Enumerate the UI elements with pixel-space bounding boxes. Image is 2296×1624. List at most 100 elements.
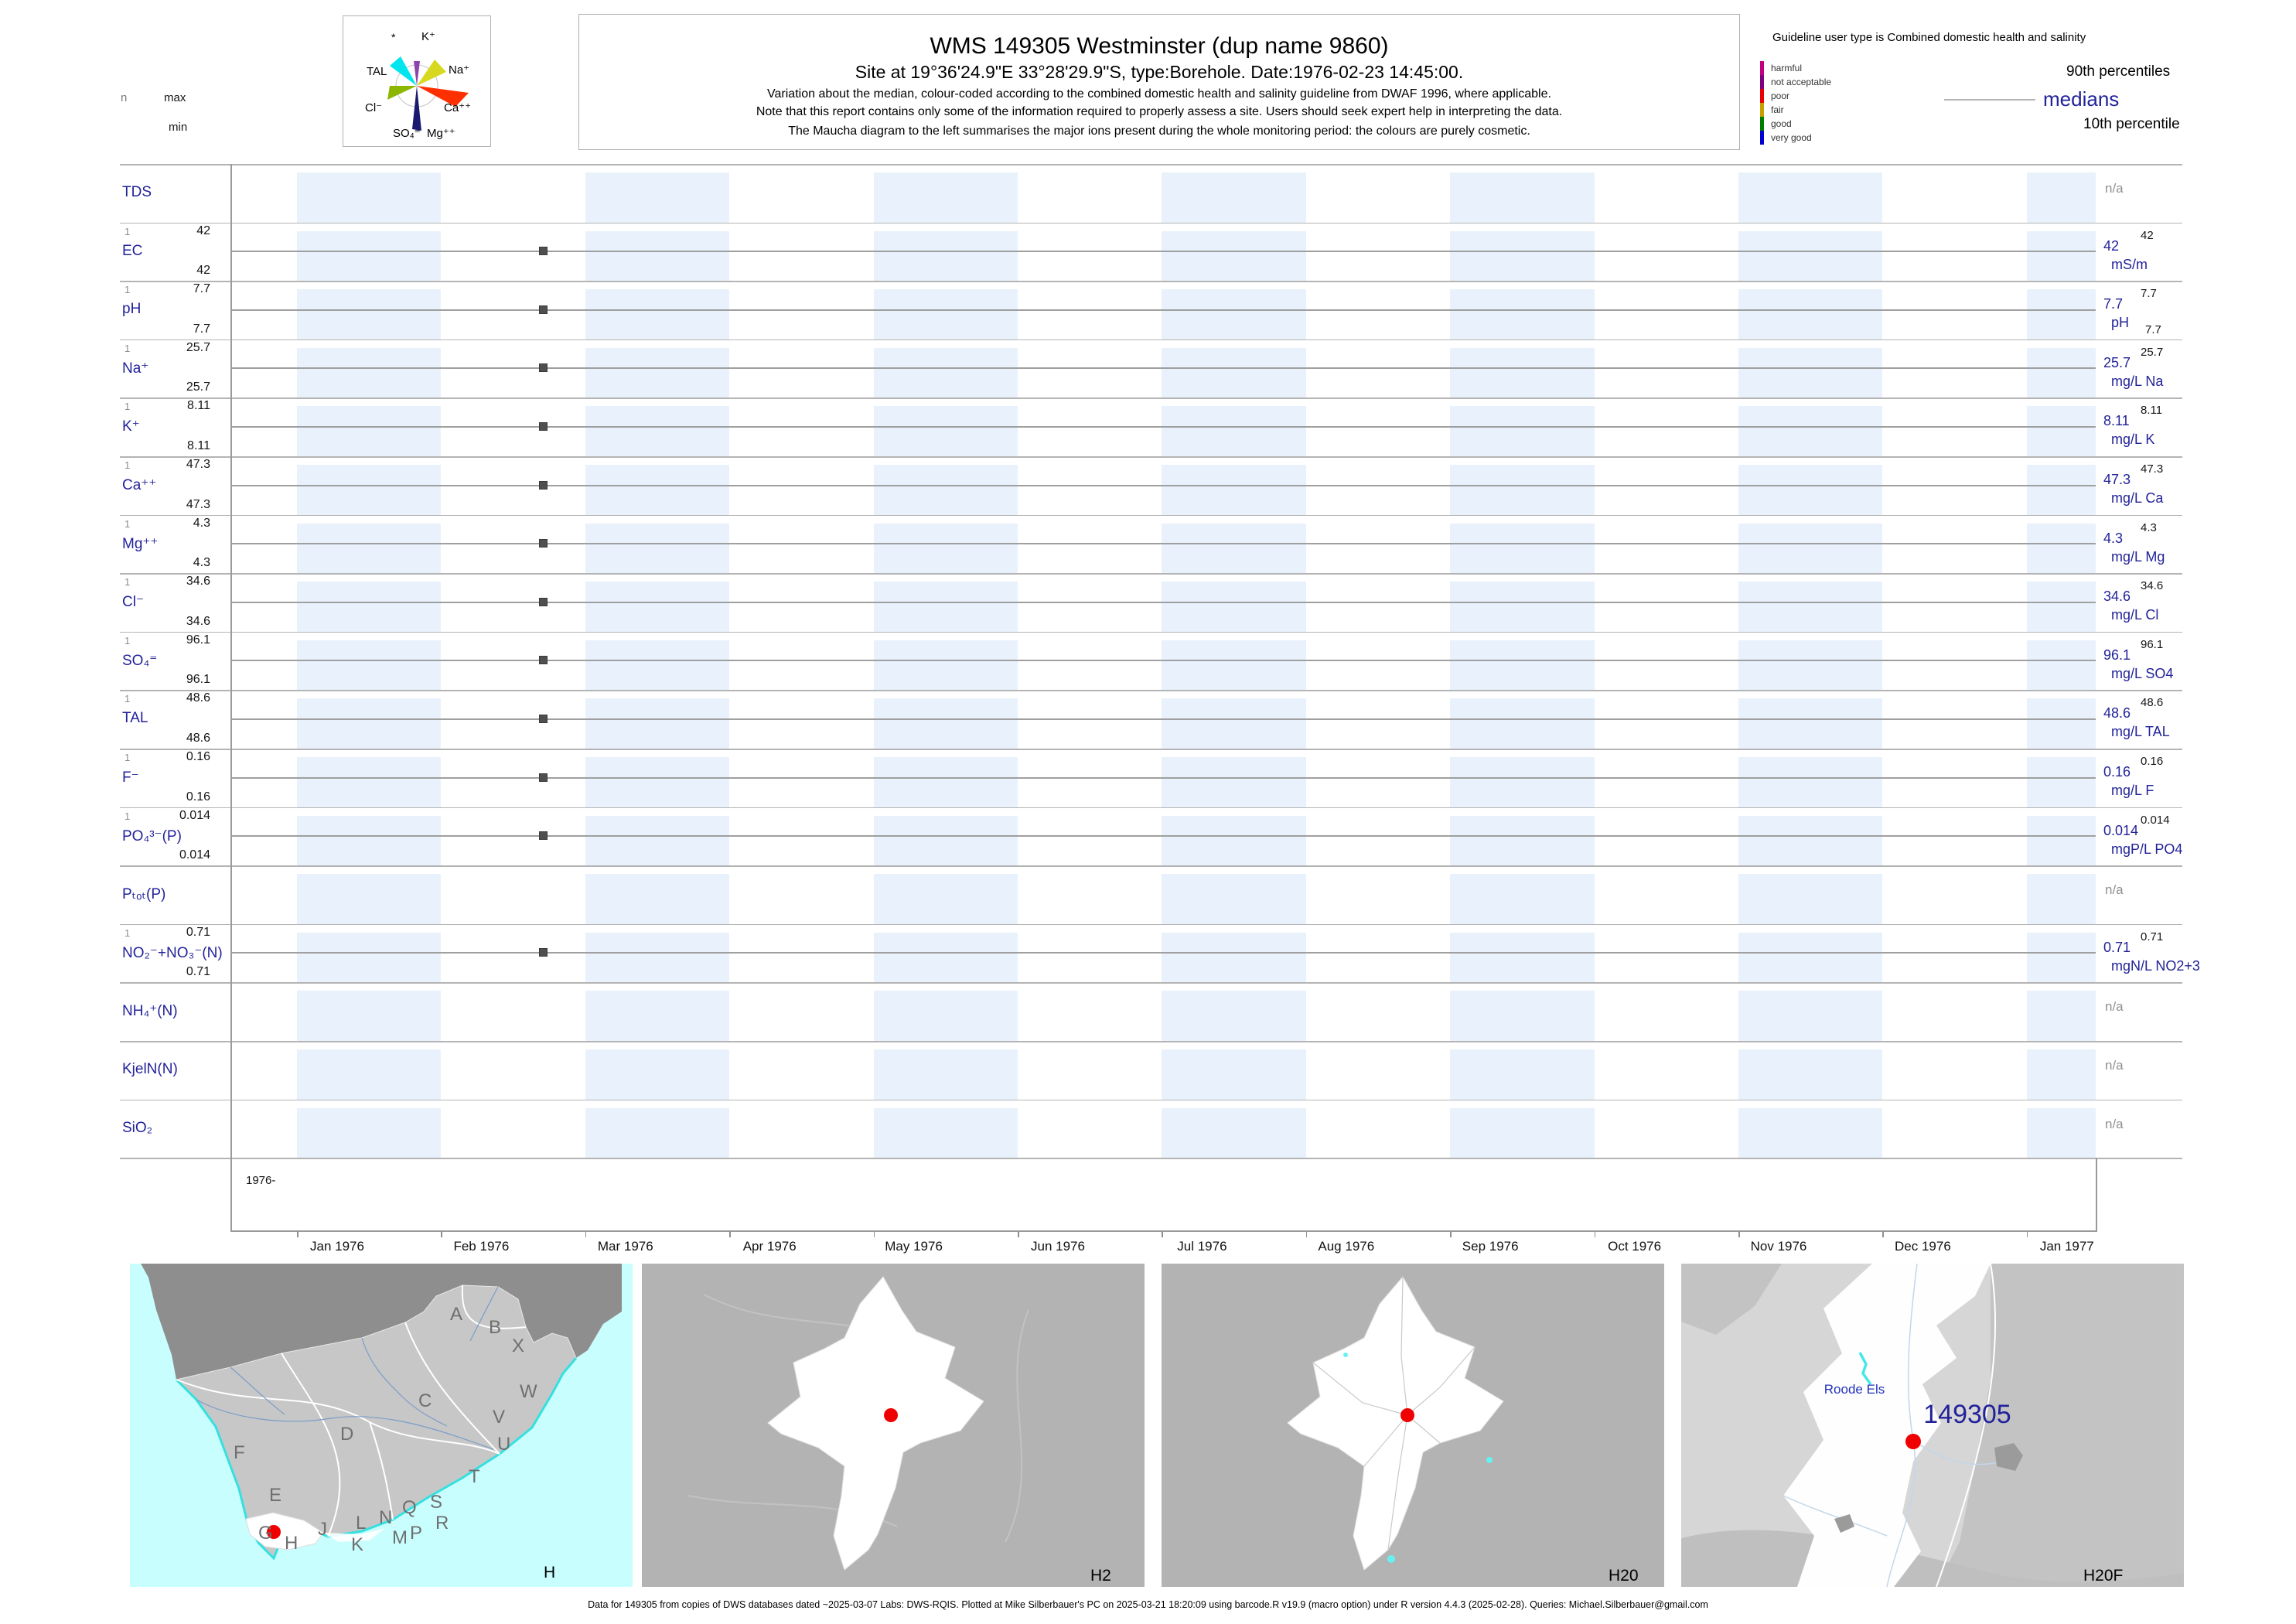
month-band [1450,347,1595,398]
row-stats: 8.11 8.11 mg/L K [2100,397,2263,456]
site-location-dot [884,1408,898,1422]
month-band [297,172,442,223]
month-band [2026,698,2096,749]
maucha-label-na: Na⁺ [449,63,469,77]
maucha-label-cl: Cl⁻ [365,101,382,114]
row-stats: n/a [2100,1100,2263,1158]
median-value: 47.3 [2103,472,2131,487]
row-separator [120,1099,2182,1101]
row-separator [120,514,2182,517]
row-stats: n/a [2100,865,2263,924]
month-label: Nov 1976 [1750,1239,1807,1254]
axis-tick [873,1231,875,1237]
max-value: 25.7 [186,340,210,354]
month-band [297,874,442,924]
month-band [585,289,730,339]
min-value: 34.6 [186,614,210,628]
p90-value: 0.71 [2141,930,2164,943]
drainage-region-letter: M [392,1527,408,1548]
row-separator [120,456,2182,458]
h20f-map: Roode Els 149305 H20F [1681,1263,2184,1588]
param-label-block: 1 96.1 96.1 SO₄⁼ [120,632,230,691]
header-note-2: Note that this report contains only some… [756,105,1563,118]
p90-legend-label: 90th percentiles [2066,63,2171,80]
param-row: 1 0.16 0.16 F⁻ 0.16 0.16 mg/L F [0,749,2296,807]
month-band [1450,1049,1595,1100]
median-line [232,660,2096,662]
row-stats: 0.16 0.16 mg/L F [2100,749,2263,807]
month-band [873,172,1018,223]
month-band [1450,874,1595,924]
month-band [585,757,730,807]
guideline-class-label: fair [1771,104,1784,115]
max-value: 8.11 [187,399,210,413]
month-band [297,757,442,807]
na-label: n/a [2105,1116,2124,1131]
month-band [1162,991,1306,1041]
param-label-block: 1 34.6 34.6 Cl⁻ [120,573,230,632]
sample-count: 1 [125,517,131,530]
param-row: 1 42 42 EC 42 42 mS/m [0,223,2296,281]
maucha-petal-so4 [412,86,421,131]
month-band [2026,347,2096,398]
adjacent-catchment [1936,1264,2184,1587]
min-value: 25.7 [186,380,210,394]
axis-tick [1018,1231,1019,1237]
na-label: n/a [2105,882,2124,898]
month-band [297,640,442,691]
catchment-boundary [369,1421,394,1520]
max-column-label: max [164,91,186,104]
highlighted-region-h [245,1512,324,1551]
month-band [1162,172,1306,223]
axis-tick [1162,1231,1163,1237]
month-band [1450,640,1595,691]
month-band [873,874,1018,924]
month-band [1450,815,1595,866]
min-value: 4.3 [193,556,210,570]
month-band [297,347,442,398]
sample-count: 1 [125,342,131,354]
max-value: 7.7 [193,282,210,296]
month-band [585,698,730,749]
param-name: NO₂⁻+NO₃⁻(N) [122,944,223,961]
axis-tick [585,1231,587,1237]
param-label-block: 1 48.6 48.6 TAL [120,690,230,749]
month-band [1450,1107,1595,1158]
param-name: Na⁺ [122,360,149,377]
unit-label: mgN/L NO2+3 [2111,957,2200,974]
month-band [585,1107,730,1158]
p90-value: 25.7 [2141,345,2164,359]
sample-marker [539,948,548,957]
month-band [297,815,442,866]
month-band [1450,172,1595,223]
site-location-dot [1905,1434,1921,1449]
na-label: n/a [2105,1058,2124,1073]
unit-label: mg/L Ca [2111,490,2164,506]
row-separator [120,631,2182,633]
row-stats: 48.6 48.6 mg/L TAL [2100,690,2263,749]
min-value: 0.014 [179,848,210,862]
min-value: 0.16 [186,790,210,803]
month-label: Jun 1976 [1031,1239,1085,1254]
max-value: 34.6 [186,575,210,589]
map-panel-label: H [544,1564,555,1581]
median-line [232,952,2096,954]
p90-value: 8.11 [2141,404,2163,418]
axis-tick [729,1231,731,1237]
param-name: NH₄⁺(N) [122,1003,178,1020]
month-band [2026,406,2096,456]
drainage-region-letter: B [489,1317,501,1338]
row-stats: n/a [2100,982,2263,1041]
p90-value: 42 [2141,228,2154,242]
river [230,1366,285,1415]
unit-label: mg/L K [2111,432,2155,448]
chart-bottom-axis [230,1230,2097,1232]
month-band [1162,815,1306,866]
row-stats: 4.3 4.3 mg/L Mg [2100,515,2263,574]
param-row: Pₜₒₜ(P) n/a [0,865,2296,924]
site-subtitle: Site at 19°36'24.9"E 33°28'29.9"S, type:… [855,62,1464,82]
month-band [873,815,1018,866]
month-band [1738,172,1883,223]
p90-value: 0.014 [2141,813,2170,827]
